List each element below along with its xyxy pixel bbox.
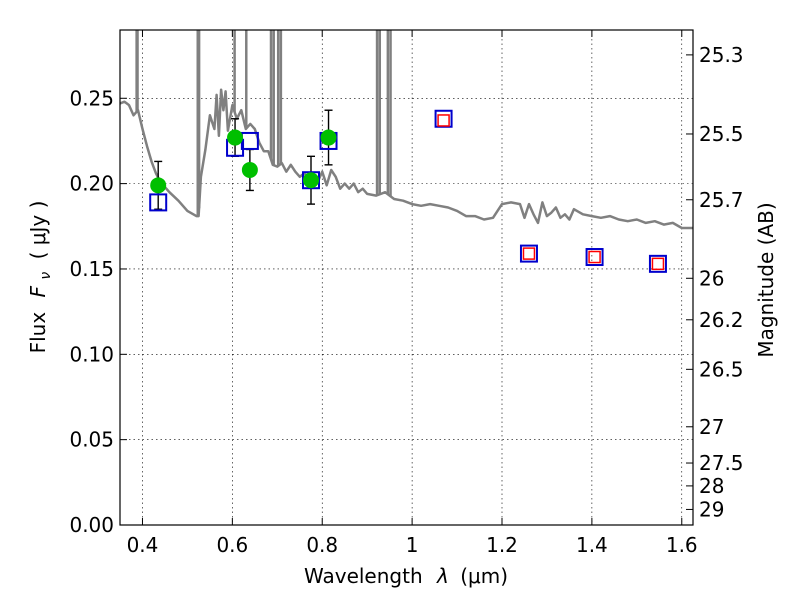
observed-point [241, 161, 258, 178]
axes-frame [119, 29, 694, 526]
y-tick-label: 0.20 [69, 172, 114, 196]
observed-point [320, 129, 337, 146]
x-tick-label: 1.6 [666, 533, 698, 557]
y-tick-label: 0.15 [69, 257, 114, 281]
model-square [519, 244, 538, 263]
y-tick-label: 0.00 [69, 513, 114, 537]
model-square [585, 248, 604, 267]
y2-tick-label: 29 [699, 497, 724, 521]
y2-tick-label: 27.5 [699, 451, 744, 475]
y-axis-label-symbol: F [26, 285, 50, 297]
y2-tick-label: 26 [699, 266, 724, 290]
predicted-square [651, 257, 665, 271]
plot-area [120, 30, 693, 273]
model-square [648, 254, 667, 273]
x-tick-label: 0.8 [306, 533, 338, 557]
x-axis-label-unit: (μm) [460, 564, 508, 588]
y-axis-label-text: Flux [26, 312, 50, 354]
predicted-square [437, 114, 450, 127]
model-square [149, 193, 168, 212]
model-square [434, 109, 453, 128]
y-axis-label: Flux F ν ( μJy ) [26, 201, 55, 354]
y2-tick-label: 25.3 [699, 43, 744, 67]
y2-tick-label: 27 [699, 415, 724, 439]
y-tick-label: 0.10 [69, 342, 114, 366]
x-tick-label: 1 [406, 533, 419, 557]
x-tick-label: 0.6 [216, 533, 248, 557]
x-axis-label: Wavelength λ (μm) [304, 564, 508, 588]
x-tick-label: 1.2 [486, 533, 518, 557]
y2-tick-label: 25.5 [699, 122, 744, 146]
predicted-square [588, 250, 601, 264]
y-tick-label: 0.25 [69, 86, 114, 110]
y2-tick-label: 26.5 [699, 357, 744, 381]
y2-axis-label: Magnitude (AB) [754, 202, 778, 357]
observed-point [150, 177, 167, 194]
observed-point [303, 172, 319, 189]
predicted-square [522, 247, 536, 260]
ticks: 0.4 0.6 0.8 1 1.2 1.4 1.6 0.00 0.05 0.10 0.15 0.20 0… [69, 30, 744, 557]
y2-tick-label: 28 [699, 474, 724, 498]
y2-tick-label: 26.2 [699, 308, 744, 332]
x-tick-label: 1.4 [576, 533, 608, 557]
y-axis-label-subscript: ν [38, 272, 54, 280]
x-tick-label: 0.4 [127, 533, 159, 557]
y2-tick-label: 25.7 [699, 188, 744, 212]
observed-point [227, 129, 244, 146]
x-axis-label-symbol: λ [436, 564, 449, 588]
y-axis-label-unit: ( μJy ) [26, 201, 50, 260]
spectrum-line [120, 88, 693, 230]
x-axis-label-text: Wavelength [304, 564, 423, 588]
y-tick-label: 0.05 [69, 428, 114, 452]
